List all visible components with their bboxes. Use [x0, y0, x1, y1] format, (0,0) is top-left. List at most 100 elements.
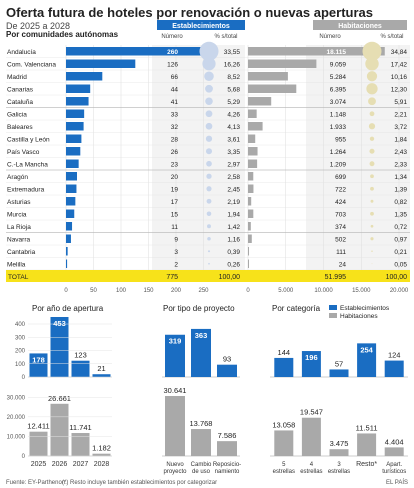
hab-pct: 5,91 — [394, 99, 407, 106]
est-pct: 2,19 — [227, 199, 240, 206]
region-name: Aragón — [7, 174, 28, 181]
source-note: Fuente: EY-Parthenon. — [6, 480, 67, 486]
est-pct: 16,26 — [224, 62, 241, 69]
table-row: Cataluña 41 5,29 3.074 5,91 — [6, 97, 410, 108]
category-label: namiento — [215, 469, 240, 475]
total-row-bg — [6, 270, 410, 282]
est-bar-label: 57 — [335, 359, 343, 368]
est-bar-label: 254 — [360, 345, 373, 354]
est-pct: 3,35 — [227, 149, 240, 156]
region-name: Cataluña — [7, 99, 33, 106]
table-row: Cantabria 3 0,39 111 0,21 — [6, 247, 410, 258]
est-pct-bubble — [207, 250, 211, 253]
est-bar — [29, 353, 48, 377]
hab-pct-bubble — [366, 71, 378, 82]
hab-bar — [248, 247, 249, 256]
category-label: 2025 — [31, 461, 47, 468]
top-axis-tick: 300 — [15, 335, 26, 341]
est-pct: 2,45 — [227, 187, 240, 194]
est-value: 15 — [171, 212, 179, 219]
est-value: 26 — [171, 149, 179, 156]
type-panel: Por tipo de proyecto 319 30.641 Nuevoproyec… — [162, 304, 241, 475]
est-axis-tick: 0 — [64, 288, 68, 294]
hab-pct-bubble — [371, 250, 373, 252]
hab-pct-bubble — [370, 237, 374, 241]
est-pct: 0,26 — [227, 262, 240, 269]
hab-pct: 2,43 — [394, 149, 407, 156]
hab-bar-label: 3.475 — [330, 439, 349, 448]
hab-bar — [248, 134, 256, 143]
est-pct-bubble — [208, 262, 210, 265]
est-pct: 1,42 — [227, 224, 240, 231]
est-pct-bubble — [206, 160, 212, 167]
hab-header-box — [313, 20, 407, 30]
hab-bar — [217, 441, 237, 456]
est-pct-bubble — [205, 135, 213, 142]
est-bar — [66, 209, 75, 218]
table-row: Andalucía 260 33,55 18.115 34,84 — [6, 41, 410, 61]
table-row: Navarra 9 1,16 502 0,97 — [6, 234, 410, 246]
region-name: Baleares — [7, 124, 33, 131]
region-name: Murcia — [7, 212, 27, 219]
hab-bar-label: 13.768 — [190, 419, 213, 428]
hab-pct: 3,72 — [394, 124, 407, 131]
hab-pct: 0,72 — [394, 224, 407, 231]
region-name: Canarias — [7, 87, 34, 94]
est-bar — [301, 351, 321, 377]
hab-bar — [191, 429, 211, 456]
est-axis-tick: 100 — [116, 288, 127, 294]
hab-value: 9.059 — [330, 62, 347, 69]
category-label: proyecto — [163, 469, 187, 475]
hab-pct-bubble — [369, 136, 375, 141]
est-pct: 3,61 — [227, 137, 240, 144]
hab-pct: 12,30 — [391, 87, 408, 94]
hab-bar — [248, 197, 252, 206]
est-bar-label: 178 — [32, 355, 45, 364]
est-axis-tick: 250 — [198, 288, 209, 294]
hab-bar — [248, 97, 272, 106]
hab-bar — [248, 72, 288, 81]
est-bar — [165, 334, 185, 377]
hab-bar — [248, 209, 254, 218]
hab-value: 5.284 — [330, 74, 347, 81]
hab-pct-bubble — [369, 148, 375, 154]
est-pct: 1,16 — [227, 237, 240, 244]
category-label: 2028 — [94, 461, 110, 468]
hab-bar — [248, 222, 251, 231]
table-row: País Vasco 26 3,35 1.264 2,43 — [6, 147, 410, 158]
category-label: estrellas — [273, 469, 295, 475]
est-pct: 5,29 — [227, 99, 240, 106]
bottom-axis-tick: 20.000 — [7, 415, 26, 421]
year-panel: Por año de apertura 178 12.411 2025 453 26.66… — [7, 304, 112, 468]
hab-bar — [248, 84, 297, 93]
est-pct-bubble — [205, 110, 213, 118]
panel-title: Por tipo de proyecto — [163, 304, 235, 313]
top-axis-tick: 0 — [22, 375, 26, 381]
hab-bar — [71, 433, 90, 456]
est-value: 41 — [171, 99, 179, 106]
top-axis-tick: 400 — [15, 322, 26, 328]
est-bar — [66, 134, 82, 143]
hab-bar — [29, 431, 48, 456]
table-row: La Rioja 11 1,42 374 0,72 — [6, 222, 410, 233]
hab-value: 699 — [335, 174, 346, 181]
legend-label-est: Establecimientos — [340, 305, 390, 312]
region-name: Cantabria — [7, 249, 36, 256]
est-pct: 1,94 — [227, 212, 240, 219]
est-value: 126 — [167, 62, 178, 69]
hab-value: 703 — [335, 212, 346, 219]
hab-pct-bubble — [369, 161, 375, 167]
est-value: 19 — [171, 187, 179, 194]
total-pct-hab: 100,00 — [386, 274, 408, 281]
hab-bar-label: 26.661 — [48, 394, 71, 403]
est-value: 20 — [171, 174, 179, 181]
est-bar — [191, 328, 211, 377]
column-header: Número — [161, 34, 183, 40]
hab-pct: 1,35 — [394, 212, 407, 219]
category-label: 2027 — [73, 461, 89, 468]
hab-bar — [248, 109, 257, 118]
footnote: (*) Resto incluye también establecimient… — [62, 480, 217, 486]
hab-bar-label: 1.182 — [92, 444, 111, 453]
est-value: 17 — [171, 199, 179, 206]
